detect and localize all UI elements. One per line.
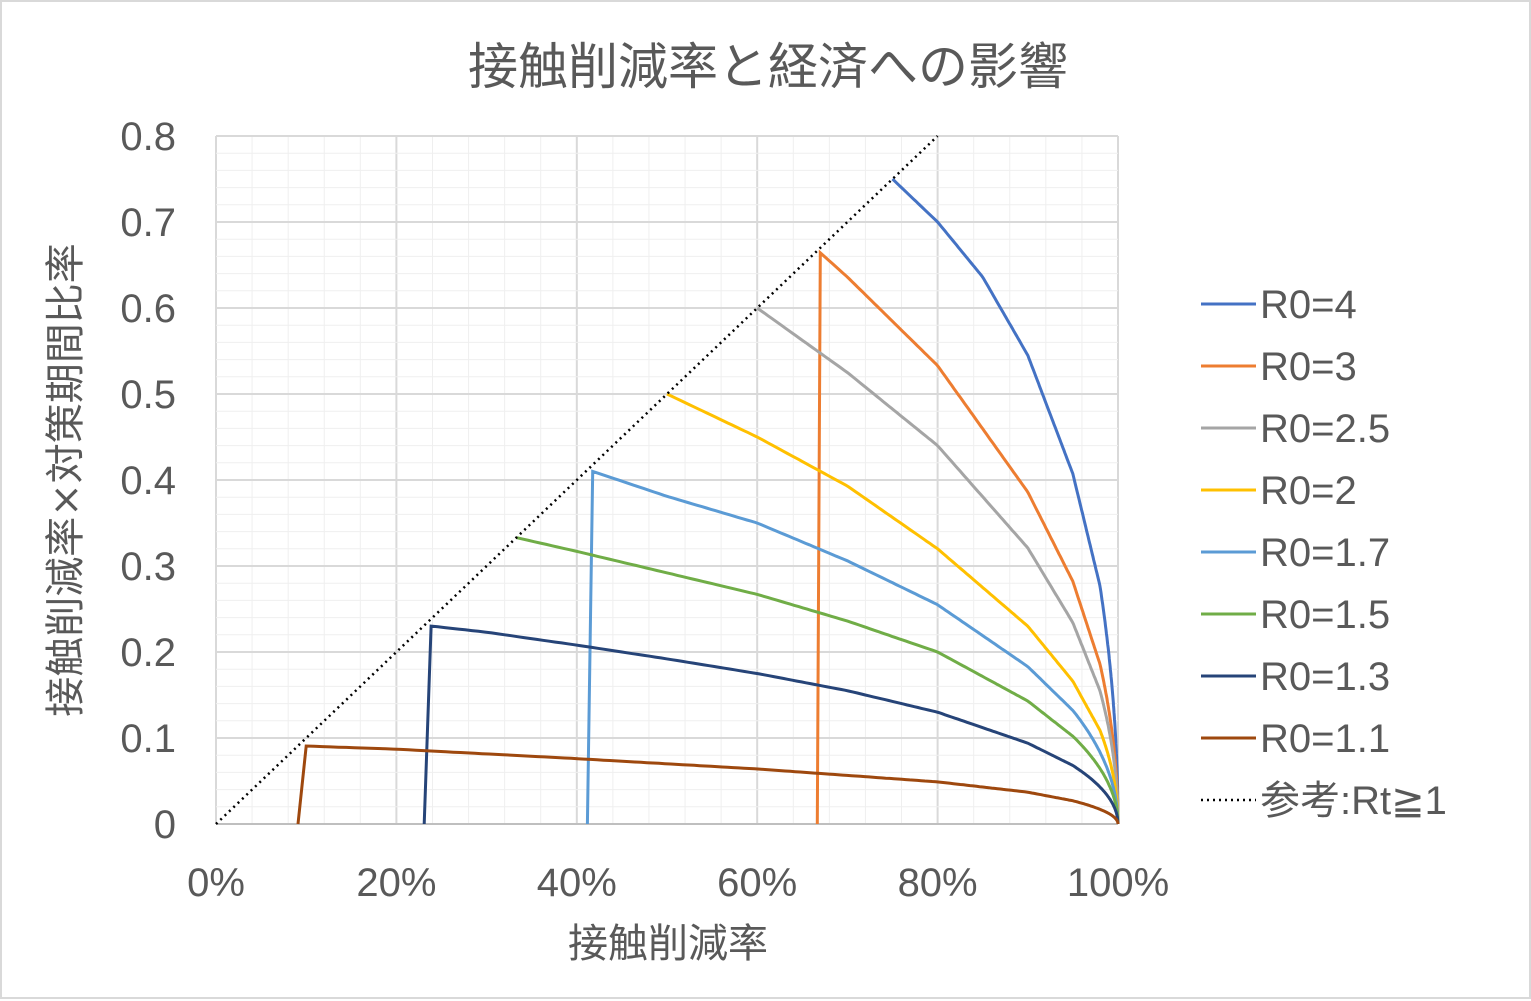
grid bbox=[215, 135, 1119, 825]
x-tick-label: 20% bbox=[356, 861, 436, 905]
legend-label: R0=1.3 bbox=[1260, 655, 1390, 699]
series-line-R0=1.7 bbox=[585, 469, 1120, 825]
x-tick-label: 80% bbox=[898, 861, 978, 905]
series-line-R0=1.3 bbox=[422, 624, 1120, 825]
series-line-R0=1.1 bbox=[296, 744, 1120, 825]
legend-label: R0=4 bbox=[1260, 283, 1357, 327]
x-tick-label: 60% bbox=[717, 861, 797, 905]
x-tick-label: 40% bbox=[537, 861, 617, 905]
x-axis-label: 接触削減率 bbox=[568, 921, 768, 967]
y-tick-label: 0.5 bbox=[120, 373, 176, 417]
y-axis-label: 接触削減率×対策期間比率 bbox=[43, 243, 89, 717]
series-line-R0=2.5 bbox=[756, 306, 1120, 824]
x-tick-label: 100% bbox=[1067, 861, 1169, 905]
series-line-R0=2 bbox=[666, 392, 1120, 824]
y-tick-label: 0.7 bbox=[120, 201, 176, 245]
chart-title: 接触削減率と経済への影響 bbox=[468, 38, 1068, 96]
y-tick-label: 0.6 bbox=[120, 287, 176, 331]
legend-label: R0=2 bbox=[1260, 469, 1357, 513]
legend-label: 参考:Rt≧1 bbox=[1260, 779, 1447, 823]
tick-labels: 0% 20% 40% 60% 80% 100% 0 0.1 0.2 0.3 0.4 0.5 0.6 0.7… bbox=[120, 115, 1169, 905]
series-lines bbox=[215, 135, 1120, 825]
x-tick-label: 0% bbox=[187, 861, 245, 905]
y-tick-label: 0.1 bbox=[120, 717, 176, 761]
series-line-R0=3 bbox=[815, 249, 1120, 825]
legend-label: R0=3 bbox=[1260, 345, 1357, 389]
series-line-R0=1.5 bbox=[516, 536, 1120, 824]
legend-label: R0=1.7 bbox=[1260, 531, 1390, 575]
y-tick-label: 0.8 bbox=[120, 115, 176, 159]
series-line-参考:Rt≧1 bbox=[215, 135, 939, 825]
y-tick-label: 0 bbox=[154, 803, 176, 847]
y-tick-label: 0.3 bbox=[120, 545, 176, 589]
legend-label: R0=1.1 bbox=[1260, 717, 1390, 761]
legend: R0=4 R0=3 R0=2.5 R0=2 R0=1.7 R0=1.5 R0=1.3 R0=1… bbox=[1201, 283, 1447, 823]
legend-label: R0=2.5 bbox=[1260, 407, 1390, 451]
series-line-R0=4 bbox=[891, 177, 1120, 824]
y-tick-label: 0.2 bbox=[120, 631, 176, 675]
legend-label: R0=1.5 bbox=[1260, 593, 1390, 637]
y-tick-label: 0.4 bbox=[120, 459, 176, 503]
